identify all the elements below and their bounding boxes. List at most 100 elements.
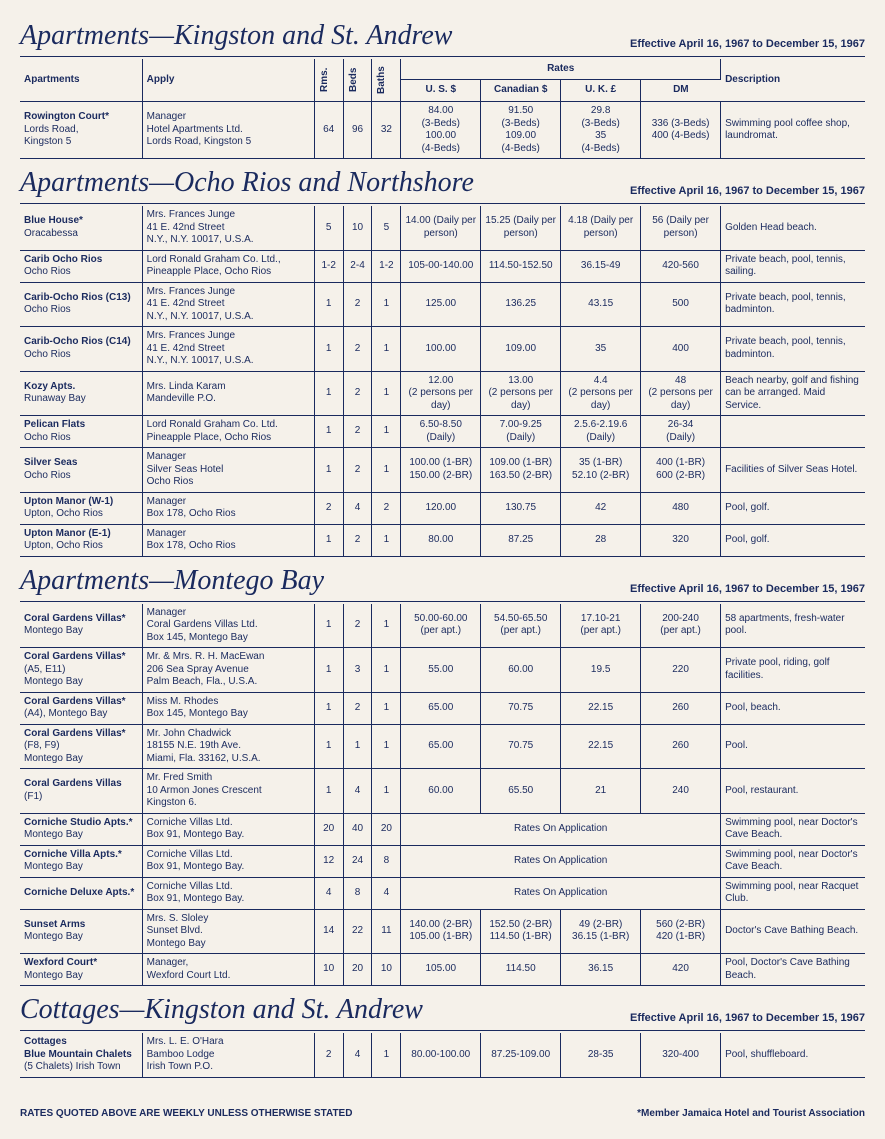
effective-dates: Effective April 16, 1967 to December 15,… [630, 583, 865, 601]
cell-apply: Mrs. L. E. O'HaraBamboo LodgeIrish Town … [142, 1033, 314, 1077]
cell-apply: ManagerHotel Apartments Ltd.Lords Road, … [142, 102, 314, 159]
cell-dm: 260 [641, 692, 721, 724]
cell-rms: 1 [314, 524, 343, 556]
table-row: Corniche Villa Apts.*Montego BayCorniche… [20, 845, 865, 877]
cell-can: 87.25-109.00 [481, 1033, 561, 1077]
table-row: Carib Ocho RiosOcho RiosLord Ronald Grah… [20, 250, 865, 282]
cell-baths: 1 [372, 327, 401, 372]
col-uk: U. K. £ [561, 80, 641, 102]
cell-rms: 4 [314, 877, 343, 909]
cell-us: 14.00 (Daily per person) [401, 206, 481, 250]
cell-us: 125.00 [401, 282, 481, 327]
cell-us: 140.00 (2-BR)105.00 (1-BR) [401, 909, 481, 954]
cell-rates-merged: Rates On Application [401, 877, 721, 909]
cell-rms: 64 [314, 102, 343, 159]
cell-can: 136.25 [481, 282, 561, 327]
table-row: Coral Gardens Villas*(A4), Montego BayMi… [20, 692, 865, 724]
section-title: Apartments—Kingston and St. Andrew [20, 20, 452, 56]
cell-can: 109.00 (1-BR)163.50 (2-BR) [481, 448, 561, 493]
cell-dm: 200-240(per apt.) [641, 604, 721, 648]
cell-beds: 2 [343, 416, 372, 448]
cell-uk: 19.5 [561, 648, 641, 693]
cell-rms: 1 [314, 327, 343, 372]
cell-description: Swimming pool, near Racquet Club. [721, 877, 865, 909]
col-beds: Beds [343, 59, 372, 102]
cell-description [721, 416, 865, 448]
cell-apartment: Upton Manor (E-1)Upton, Ocho Rios [20, 524, 142, 556]
cell-rates-merged: Rates On Application [401, 813, 721, 845]
cell-beds: 2 [343, 327, 372, 372]
cell-description: Pool, shuffleboard. [721, 1033, 865, 1077]
cell-apartment: CottagesBlue Mountain Chalets(5 Chalets)… [20, 1033, 142, 1077]
cell-beds: 2 [343, 282, 372, 327]
cell-rms: 1 [314, 648, 343, 693]
footer: RATES QUOTED ABOVE ARE WEEKLY UNLESS OTH… [20, 1108, 865, 1119]
section-title: Cottages—Kingston and St. Andrew [20, 994, 423, 1030]
cell-apply: Mrs. Linda KaramMandeville P.O. [142, 371, 314, 416]
cell-us: 84.00(3-Beds)100.00(4-Beds) [401, 102, 481, 159]
table-row: Coral Gardens Villas(F1)Mr. Fred Smith10… [20, 769, 865, 814]
table-row: Pelican FlatsOcho RiosLord Ronald Graham… [20, 416, 865, 448]
cell-apartment: Wexford Court*Montego Bay [20, 954, 142, 986]
cell-rms: 1 [314, 448, 343, 493]
cell-apply: Mr. Fred Smith10 Armon Jones CrescentKin… [142, 769, 314, 814]
cell-us: 80.00-100.00 [401, 1033, 481, 1077]
cell-description: Private beach, pool, tennis, badminton. [721, 282, 865, 327]
cell-can: 13.00(2 persons per day) [481, 371, 561, 416]
cell-beds: 40 [343, 813, 372, 845]
cell-dm: 320-400 [641, 1033, 721, 1077]
cell-apply: Corniche Villas Ltd.Box 91, Montego Bay. [142, 813, 314, 845]
cell-us: 12.00(2 persons per day) [401, 371, 481, 416]
cell-beds: 2 [343, 524, 372, 556]
col-us: U. S. $ [401, 80, 481, 102]
cell-uk: 4.4(2 persons per day) [561, 371, 641, 416]
cell-uk: 22.15 [561, 692, 641, 724]
table-row: Coral Gardens Villas*(F8, F9)Montego Bay… [20, 724, 865, 769]
cell-uk: 17.10-21(per apt.) [561, 604, 641, 648]
cell-baths: 1 [372, 692, 401, 724]
cell-baths: 1-2 [372, 250, 401, 282]
cell-rates-merged: Rates On Application [401, 845, 721, 877]
cell-uk: 35 [561, 327, 641, 372]
table-row: Rowington Court*Lords Road,Kingston 5Man… [20, 102, 865, 159]
cell-baths: 1 [372, 371, 401, 416]
cell-beds: 96 [343, 102, 372, 159]
cell-apartment: Upton Manor (W-1)Upton, Ocho Rios [20, 492, 142, 524]
cell-dm: 260 [641, 724, 721, 769]
col-baths: Baths [372, 59, 401, 102]
cell-dm: 26-34(Daily) [641, 416, 721, 448]
cell-beds: 2-4 [343, 250, 372, 282]
cell-apartment: Rowington Court*Lords Road,Kingston 5 [20, 102, 142, 159]
cell-baths: 1 [372, 1033, 401, 1077]
cell-beds: 4 [343, 492, 372, 524]
cell-can: 152.50 (2-BR)114.50 (1-BR) [481, 909, 561, 954]
cell-us: 120.00 [401, 492, 481, 524]
rates-table: Coral Gardens Villas*Montego BayManagerC… [20, 604, 865, 987]
cell-dm: 400 (1-BR)600 (2-BR) [641, 448, 721, 493]
cell-apply: Lord Ronald Graham Co. Ltd.Pineapple Pla… [142, 416, 314, 448]
cell-apply: Mr. & Mrs. R. H. MacEwan206 Sea Spray Av… [142, 648, 314, 693]
cell-baths: 1 [372, 769, 401, 814]
cell-beds: 24 [343, 845, 372, 877]
table-row: Upton Manor (E-1)Upton, Ocho RiosManager… [20, 524, 865, 556]
cell-rms: 10 [314, 954, 343, 986]
cell-baths: 5 [372, 206, 401, 250]
cell-baths: 32 [372, 102, 401, 159]
cell-can: 70.75 [481, 692, 561, 724]
cell-baths: 4 [372, 877, 401, 909]
section-header: Apartments—Kingston and St. AndrewEffect… [20, 20, 865, 57]
cell-apartment: Pelican FlatsOcho Rios [20, 416, 142, 448]
cell-beds: 3 [343, 648, 372, 693]
rates-table: ApartmentsApplyRms.BedsBathsRatesDescrip… [20, 59, 865, 159]
footer-left: RATES QUOTED ABOVE ARE WEEKLY UNLESS OTH… [20, 1108, 352, 1119]
table-row: Corniche Studio Apts.*Montego BayCornich… [20, 813, 865, 845]
cell-apply: Mrs. Frances Junge41 E. 42nd StreetN.Y.,… [142, 327, 314, 372]
cell-rms: 2 [314, 492, 343, 524]
cell-apartment: Kozy Apts.Runaway Bay [20, 371, 142, 416]
cell-baths: 1 [372, 524, 401, 556]
cell-uk: 28 [561, 524, 641, 556]
section-title: Apartments—Ocho Rios and Northshore [20, 167, 474, 203]
cell-dm: 56 (Daily per person) [641, 206, 721, 250]
cell-can: 65.50 [481, 769, 561, 814]
cell-rms: 1 [314, 282, 343, 327]
